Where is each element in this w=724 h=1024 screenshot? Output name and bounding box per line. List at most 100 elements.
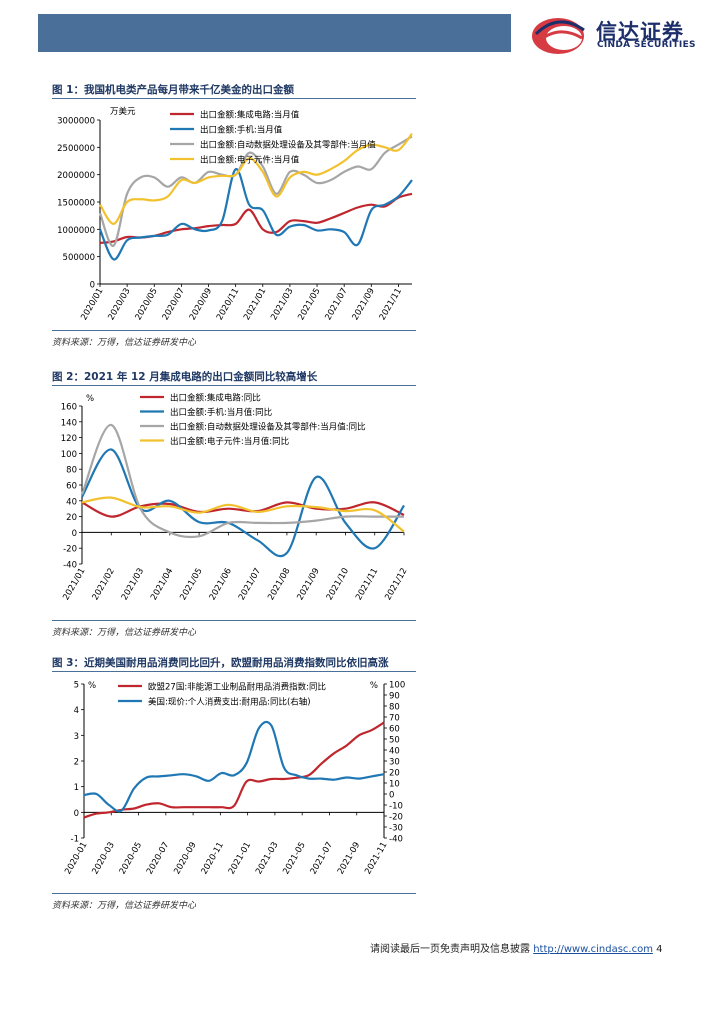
figure-2-source: 资料来源：万得，信达证券研发中心 — [52, 628, 197, 638]
y-right-tick-label: -10 — [389, 802, 403, 812]
y-right-tick-label: 80 — [389, 703, 400, 713]
x-tick-label: 2021/06 — [208, 567, 234, 603]
series-line-4 — [81, 496, 405, 533]
y-right-tick-label: 20 — [389, 769, 400, 779]
x-tick-label: 2020/03 — [106, 287, 132, 323]
x-tick-label: 2020/11 — [215, 287, 241, 323]
footer: 请阅读最后一页免责声明及信息披露 http://www.cindasc.com … — [370, 940, 663, 955]
figure-2-bottom-rule — [52, 620, 416, 621]
x-tick-label: 2021/05 — [296, 287, 322, 323]
figure-1-bottom-rule — [52, 330, 416, 331]
x-tick-label: 2020-09 — [172, 841, 198, 877]
y-tick-label: 2500000 — [57, 144, 95, 154]
x-tick-label: 2021-05 — [281, 841, 307, 877]
right-unit-label: % — [370, 681, 378, 691]
x-tick-label: 2020-11 — [200, 841, 226, 877]
footer-link[interactable]: http://www.cindasc.com — [533, 944, 653, 955]
x-tick-label: 2021/01 — [242, 287, 268, 323]
x-tick-label: 2020-01 — [63, 841, 89, 877]
legend-label-3: 出口金额:自动数据处理设备及其零部件:当月值 — [200, 140, 376, 151]
unit-label: % — [86, 394, 94, 404]
legend-label-1: 欧盟27国:非能源工业制品耐用品消费指数:同比 — [148, 682, 326, 693]
x-tick-label: 2021/12 — [383, 567, 409, 603]
legend-label-1: 出口金额:集成电路:当月值 — [200, 110, 300, 121]
y-tick-label: 1000000 — [57, 226, 95, 236]
y-tick-label: 2 — [74, 758, 79, 768]
y-tick-label: 2000000 — [57, 171, 95, 181]
figure-3-title: 图 3：近期美国耐用品消费同比回升，欧盟耐用品消费指数同比依旧高涨 — [52, 657, 389, 669]
y-tick-label: 0 — [72, 529, 77, 539]
x-tick-label: 2020-03 — [90, 841, 116, 877]
y-tick-label: 0 — [74, 809, 79, 819]
series-line-2 — [83, 720, 385, 813]
unit-label: % — [88, 681, 96, 691]
figure-2-top-rule — [52, 385, 416, 386]
page-number: 4 — [656, 944, 663, 955]
logo-en-text: CINDA SECURITIES — [597, 40, 696, 50]
x-tick-label: 2020/09 — [188, 287, 214, 323]
x-tick-label: 2021-11 — [363, 841, 389, 877]
figure-3-source: 资料来源：万得，信达证券研发中心 — [52, 901, 197, 911]
x-tick-label: 2021/11 — [354, 567, 380, 603]
y-tick-label: 500000 — [63, 253, 95, 263]
legend-label-2: 出口金额:手机:当月值:同比 — [170, 407, 272, 418]
x-tick-label: 2021/03 — [269, 287, 295, 323]
y-tick-label: 100 — [61, 450, 77, 460]
x-tick-label: 2021/09 — [295, 567, 321, 603]
x-tick-label: 2020/07 — [161, 287, 187, 323]
y-tick-label: 3000000 — [57, 117, 95, 127]
y-tick-label: -20 — [63, 545, 77, 555]
figure-1-top-rule — [52, 98, 416, 99]
x-tick-label: 2020-05 — [118, 841, 144, 877]
legend-label-2: 出口金额:手机:当月值 — [200, 125, 283, 136]
series-line-2 — [98, 168, 413, 261]
x-tick-label: 2020-07 — [145, 841, 171, 877]
legend-label-3: 出口金额:自动数据处理设备及其零部件:当月值:同比 — [170, 422, 366, 433]
y-right-tick-label: -30 — [389, 824, 403, 834]
y-tick-label: 4 — [74, 706, 79, 716]
x-tick-label: 2021/10 — [325, 567, 351, 603]
y-right-tick-label: 30 — [389, 758, 400, 768]
cinda-logo-icon — [532, 18, 585, 54]
x-tick-label: 2021/11 — [378, 287, 404, 323]
x-tick-label: 2021/05 — [178, 567, 204, 603]
y-tick-label: 20 — [66, 513, 77, 523]
x-tick-label: 2021/04 — [149, 567, 175, 603]
x-tick-label: 2021/02 — [91, 567, 117, 603]
y-tick-label: 5 — [74, 681, 79, 691]
x-tick-label: 2021-01 — [227, 841, 253, 877]
y-right-tick-label: 100 — [389, 681, 405, 691]
x-tick-label: 2021/07 — [323, 287, 349, 323]
y-right-tick-label: -20 — [389, 813, 403, 823]
y-right-tick-label: 50 — [389, 736, 400, 746]
series-line-3 — [98, 135, 413, 247]
series-line-1 — [83, 721, 385, 819]
y-right-tick-label: 0 — [389, 791, 394, 801]
y-tick-label: 3 — [74, 732, 79, 742]
y-right-tick-label: 10 — [389, 780, 400, 790]
y-right-tick-label: 40 — [389, 747, 400, 757]
series-line-3 — [80, 423, 404, 539]
y-tick-label: 160 — [61, 403, 77, 413]
y-right-tick-label: 60 — [389, 725, 400, 735]
legend-label-2: 美国:现价:个人消费支出:耐用品:同比(右轴) — [148, 697, 311, 708]
y-tick-label: 80 — [66, 466, 77, 476]
y-tick-label: 1 — [74, 783, 79, 793]
legend-label-1: 出口金额:集成电路:同比 — [170, 393, 261, 404]
footer-disclaimer: 请阅读最后一页免责声明及信息披露 — [370, 944, 534, 955]
y-right-tick-label: 90 — [389, 692, 400, 702]
x-tick-label: 2021-03 — [254, 841, 280, 877]
figure-3-bottom-rule — [52, 893, 416, 894]
y-right-tick-label: 70 — [389, 714, 400, 724]
legend-label-4: 出口金额:电子元件:当月值 — [200, 155, 300, 166]
x-tick-label: 2021/08 — [266, 567, 292, 603]
figure-1-source: 资料来源：万得，信达证券研发中心 — [52, 338, 197, 348]
y-right-tick-label: -40 — [389, 835, 403, 845]
x-tick-label: 2021-07 — [309, 841, 335, 877]
x-tick-label: 2021/07 — [237, 567, 263, 603]
y-tick-label: 40 — [66, 497, 77, 507]
logo-cn-text: 信达证券 — [596, 20, 684, 44]
x-tick-label: 2020/05 — [134, 287, 160, 323]
figure-1-title: 图 1：我国机电类产品每月带来千亿美金的出口金额 — [52, 84, 294, 96]
